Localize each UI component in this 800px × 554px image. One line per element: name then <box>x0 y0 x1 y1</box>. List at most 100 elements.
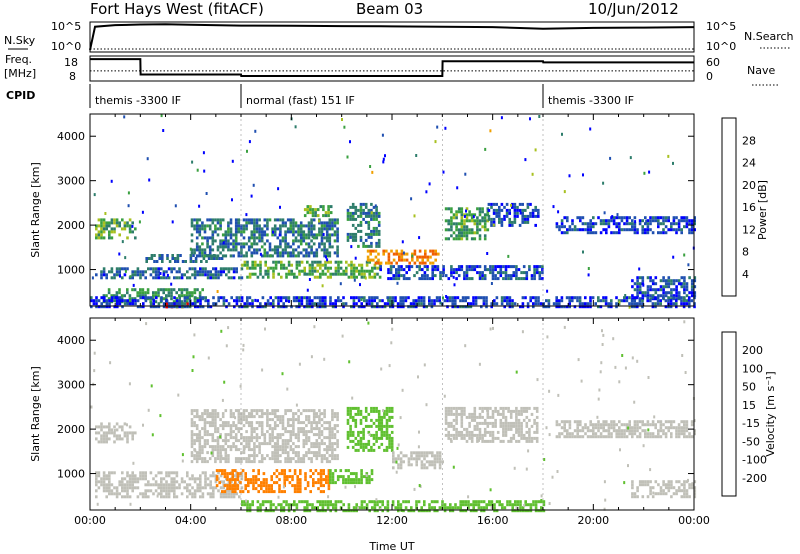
data-cell <box>307 430 311 434</box>
data-cell <box>221 427 225 431</box>
data-cell <box>246 260 249 264</box>
data-cell <box>134 431 137 435</box>
data-cell <box>234 236 238 240</box>
data-cell <box>367 223 371 227</box>
data-cell <box>190 248 194 252</box>
data-cell <box>196 273 199 277</box>
data-cell <box>349 140 351 144</box>
data-cell <box>310 430 313 434</box>
data-cell <box>542 509 546 513</box>
data-cell <box>638 219 642 223</box>
data-cell <box>552 205 555 209</box>
data-cell <box>374 255 378 259</box>
data-cell <box>491 409 495 413</box>
data-cell <box>155 260 159 263</box>
data-cell <box>522 409 526 413</box>
data-cell <box>283 490 286 494</box>
data-cell <box>359 283 361 287</box>
data-cell <box>465 274 469 278</box>
data-cell <box>370 424 373 428</box>
data-cell <box>204 477 207 481</box>
data-cell <box>183 302 187 306</box>
data-cell <box>641 305 644 309</box>
data-cell <box>307 409 311 413</box>
data-cell <box>294 436 298 440</box>
data-cell <box>222 270 225 274</box>
data-cell <box>162 270 166 274</box>
data-cell <box>227 276 231 280</box>
data-cell <box>439 271 442 275</box>
data-cell <box>428 509 431 513</box>
data-cell <box>612 423 616 427</box>
data-cell <box>433 500 436 504</box>
data-cell <box>384 506 387 510</box>
data-cell <box>498 220 501 224</box>
data-cell <box>425 460 429 464</box>
data-cell <box>483 265 487 269</box>
data-cell <box>120 294 124 298</box>
data-cell <box>638 435 642 439</box>
data-cell <box>641 420 644 424</box>
data-cell <box>253 251 256 255</box>
data-cell <box>481 210 484 214</box>
data-cell <box>254 487 258 491</box>
data-cell <box>100 227 103 231</box>
data-cell <box>657 429 660 433</box>
data-cell <box>459 500 462 504</box>
data-cell <box>141 495 145 499</box>
data-cell <box>246 263 249 267</box>
data-cell <box>227 424 230 428</box>
data-cell <box>641 228 644 232</box>
data-cell <box>452 406 456 410</box>
data-cell <box>336 442 339 446</box>
data-cell <box>185 294 189 298</box>
data-cell <box>247 442 251 446</box>
data-cell <box>195 412 199 416</box>
data-cell <box>299 227 303 231</box>
data-cell <box>631 495 634 499</box>
data-cell <box>263 254 267 258</box>
data-cell <box>306 272 309 276</box>
data-cell <box>136 299 140 303</box>
data-cell <box>461 299 465 303</box>
data-cell <box>604 302 608 306</box>
data-cell <box>693 492 697 496</box>
data-cell <box>355 478 358 482</box>
data-cell <box>456 305 460 309</box>
data-cell <box>481 406 484 410</box>
data-cell <box>157 291 160 295</box>
data-cell <box>351 214 355 218</box>
data-cell <box>379 265 382 269</box>
data-cell <box>206 415 209 419</box>
data-cell <box>508 503 512 507</box>
noise-left-tick-bottom: 10^0 <box>51 40 81 53</box>
data-cell <box>475 509 478 513</box>
data-cell <box>251 500 254 504</box>
data-cell <box>378 305 382 309</box>
data-cell <box>320 230 324 234</box>
data-cell <box>270 490 273 494</box>
data-cell <box>213 257 216 260</box>
data-cell <box>313 506 317 510</box>
data-cell <box>370 448 373 452</box>
data-cell <box>455 237 458 241</box>
data-cell <box>363 305 366 309</box>
data-cell <box>579 216 582 220</box>
data-cell <box>417 296 421 300</box>
data-cell <box>203 251 207 255</box>
data-cell <box>573 296 577 300</box>
data-cell <box>318 219 320 223</box>
data-cell <box>399 460 403 464</box>
data-cell <box>282 302 285 306</box>
data-cell <box>272 503 275 507</box>
data-cell <box>415 305 418 309</box>
colorbar-frame <box>721 117 737 297</box>
data-cell <box>152 299 155 303</box>
data-cell <box>682 299 686 303</box>
data-cell <box>294 230 298 234</box>
data-cell <box>365 472 369 476</box>
data-cell <box>452 213 456 217</box>
data-cell <box>571 228 574 232</box>
data-cell <box>670 297 673 301</box>
data-cell <box>185 291 189 295</box>
